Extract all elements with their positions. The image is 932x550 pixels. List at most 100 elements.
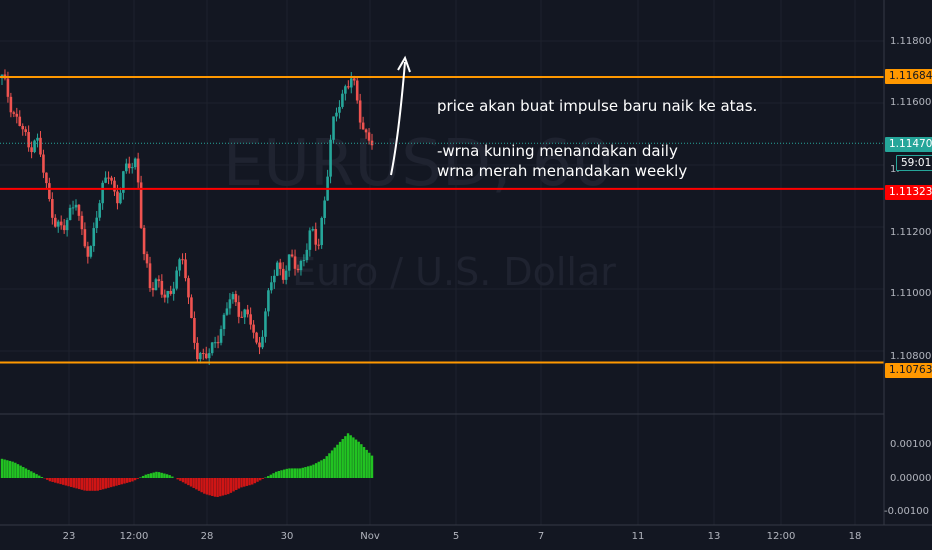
oscillator-bar [59, 478, 62, 485]
candle-body [273, 275, 276, 283]
oscillator-bar [333, 447, 336, 478]
oscillator-bar [325, 456, 328, 478]
oscillator-bar [144, 474, 147, 478]
oscillator-bar [32, 472, 36, 478]
oscillator-bar [62, 478, 65, 485]
candle-body [92, 228, 96, 247]
oscillator-bar [253, 478, 257, 484]
oscillator-bar [104, 478, 108, 489]
candle-body [311, 229, 315, 231]
oscillator-bar [368, 452, 371, 478]
price-tag-daily-low: 1.10763 [885, 363, 932, 378]
oscillator-bar [216, 478, 219, 497]
candle-body [163, 294, 167, 298]
candle-body [56, 221, 60, 227]
oscillator-bar [187, 478, 190, 486]
candle-body [308, 230, 312, 250]
oscillator-bar [168, 475, 171, 478]
candle-body [169, 290, 173, 294]
oscillator-bar [296, 468, 299, 478]
candle-body [290, 254, 294, 257]
oscillator-bar [75, 478, 78, 489]
oscillator-bar [285, 468, 289, 478]
candle-body [86, 246, 90, 257]
oscillator-bar [91, 478, 94, 491]
candle-body [361, 122, 365, 130]
candle-body [42, 154, 45, 173]
oscillator-bar [131, 478, 134, 482]
time-tick: 28 [200, 531, 214, 542]
candle-body [71, 207, 75, 209]
candle-body [62, 225, 66, 231]
candle-body [302, 260, 306, 262]
annotation-weekly[interactable]: wrna merah menandakan weekly [437, 162, 688, 180]
oscillator-bar [85, 478, 89, 491]
oscillator-bar [93, 478, 97, 491]
oscillator-bar [200, 478, 203, 493]
annotation-daily[interactable]: -wrna kuning menandakan daily [437, 142, 678, 160]
oscillator-bar [346, 433, 350, 478]
candle-body [157, 279, 161, 281]
candle-body [225, 308, 229, 315]
oscillator-bar [6, 460, 9, 478]
candle-body [101, 182, 104, 204]
oscillator-bar [192, 478, 195, 488]
oscillator-bar [22, 467, 25, 478]
candle-body [133, 158, 137, 168]
candle-body [349, 78, 353, 88]
oscillator-bar [229, 478, 233, 493]
oscillator-bar [288, 468, 291, 478]
oscillator-bar [259, 478, 262, 481]
candle-body [196, 342, 199, 360]
oscillator-bar [184, 478, 187, 484]
oscillator-bar [181, 478, 185, 483]
time-tick: 18 [848, 531, 862, 542]
oscillator-bar [322, 458, 326, 478]
oscillator-bar [338, 441, 342, 478]
candle-body [6, 78, 10, 97]
candle-body [222, 314, 226, 330]
candle-body [127, 163, 131, 169]
candle-body [113, 180, 116, 192]
oscillator-bar [80, 478, 84, 490]
grid-lines [0, 0, 884, 525]
candle-body [172, 288, 175, 294]
oscillator-bar [133, 478, 137, 481]
oscillator-bar [120, 478, 123, 485]
candle-body [160, 280, 164, 295]
candle-body [36, 137, 39, 141]
oscillator-bar [67, 478, 70, 487]
candle-body [344, 86, 347, 94]
time-tick: 13 [707, 531, 721, 542]
annotation-impulse[interactable]: price akan buat impulse baru naik ke ata… [437, 97, 758, 115]
oscillator-bar [266, 476, 270, 478]
candle-body [107, 177, 110, 179]
oscillator-bar [46, 478, 49, 480]
oscillator-bar [77, 478, 81, 490]
oscillator-bar [282, 469, 286, 478]
candle-body [104, 177, 107, 183]
oscillator-bar [152, 472, 155, 478]
candle-body [367, 132, 371, 141]
arrow-head [397, 55, 411, 73]
oscillator-bar [125, 478, 129, 483]
candle-body [329, 139, 332, 177]
candle-body [142, 227, 146, 255]
candle-body [139, 182, 143, 228]
oscillator-bar [3, 459, 6, 478]
candle-body [358, 100, 362, 123]
candle-body [332, 116, 335, 140]
horizontal-levels[interactable] [0, 75, 884, 364]
candle-body [252, 324, 255, 333]
candle-body [228, 299, 232, 309]
candle-body [284, 270, 288, 280]
candle-body [119, 192, 122, 204]
oscillator-bar [30, 471, 33, 478]
oscillator-bar [221, 478, 225, 496]
oscillator-bar [117, 478, 121, 485]
oscillator-bar [123, 478, 126, 484]
up-arrow-drawing[interactable] [390, 55, 411, 176]
oscillator-bar [237, 478, 241, 489]
time-tick: 11 [631, 531, 645, 542]
